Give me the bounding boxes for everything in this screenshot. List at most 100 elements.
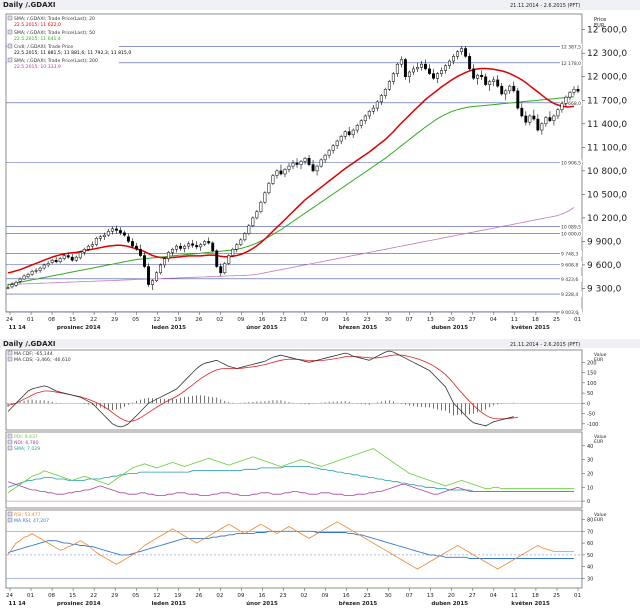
x-tick-label: 18 xyxy=(532,593,539,599)
sma200-line xyxy=(7,207,575,285)
header-bar xyxy=(0,0,640,10)
y-tick-label: 50 xyxy=(587,391,593,397)
candle xyxy=(311,164,315,172)
candle xyxy=(307,158,311,165)
candle xyxy=(159,264,162,274)
level-label-bg xyxy=(560,43,582,50)
candle xyxy=(42,264,46,269)
y-tick-label: 10 200,0 xyxy=(587,214,627,224)
y-tick-label: 40 xyxy=(587,565,593,571)
candle xyxy=(90,244,94,247)
candle xyxy=(263,192,267,203)
level-label: 9 608,8 xyxy=(561,262,578,268)
y-tick-label: 9 900,0 xyxy=(587,237,622,247)
x-tick-label: 01 xyxy=(27,593,34,599)
x-tick-label: 20 xyxy=(448,317,455,323)
legend-label: PDI; 9,437 xyxy=(14,434,38,440)
y-tick-label: 70 xyxy=(587,529,593,535)
x-tick-label: 12 xyxy=(153,317,160,323)
x-tick-label: 09 xyxy=(322,317,329,323)
legend-label: SMA; /.GDAXI; Trade Price(Last); 200 xyxy=(14,58,98,64)
candle xyxy=(472,68,476,79)
candle xyxy=(516,90,520,109)
macd-panel xyxy=(5,349,583,431)
candle xyxy=(532,115,536,120)
candle xyxy=(235,244,239,250)
legend-label: MA.RSI; 47,207 xyxy=(14,518,49,524)
y-tick-label: 0 xyxy=(587,499,590,505)
x-tick-label: 07 xyxy=(406,593,413,599)
candle xyxy=(134,245,138,250)
x-tick-label: 24 xyxy=(6,593,13,599)
candle xyxy=(147,266,150,285)
y-tick-label: 9 300,0 xyxy=(587,284,622,294)
candle xyxy=(299,161,303,165)
level-label: 12 387,5 xyxy=(561,44,581,50)
candle xyxy=(175,245,179,250)
x-tick-label: 01 xyxy=(27,317,34,323)
candle xyxy=(267,183,271,194)
candle xyxy=(179,245,183,249)
x-tick-label: 16 xyxy=(258,317,265,323)
legend-icon xyxy=(7,29,13,35)
candle xyxy=(46,263,50,266)
candle xyxy=(484,76,488,85)
legend-value: 22.5.2015; 11 881,5; 11 881,6; 11 792,3;… xyxy=(14,50,131,56)
x-tick-label: 23 xyxy=(279,593,286,599)
x-tick-label: 09 xyxy=(322,593,329,599)
candle xyxy=(564,96,568,104)
candle xyxy=(339,136,343,142)
candle xyxy=(556,109,560,117)
candle xyxy=(315,165,319,172)
x-tick-label: 23 xyxy=(364,317,371,323)
month-label: duben 2015 xyxy=(431,601,468,607)
candle xyxy=(464,48,468,57)
legend-label: SMA; /.GDAXI; Trade Price(Last); 20 xyxy=(14,16,95,22)
lower-date-range: 21.11.2014 - 2.6.2015 (PFT) xyxy=(510,342,580,348)
candle xyxy=(155,272,158,281)
candle xyxy=(251,217,255,226)
axis-unit: Value xyxy=(594,434,607,440)
candle xyxy=(387,81,391,90)
x-tick-label: 25 xyxy=(553,593,560,599)
candle xyxy=(255,211,259,219)
x-tick-label: 30 xyxy=(385,593,392,599)
candle xyxy=(540,123,544,131)
level-label-bg xyxy=(560,59,582,66)
level-label-bg xyxy=(560,159,582,166)
x-tick-label: 09 xyxy=(237,593,244,599)
candle xyxy=(58,258,62,263)
candle xyxy=(303,158,307,162)
candle xyxy=(440,70,443,74)
candle xyxy=(163,258,167,266)
level-label: 9 748,3 xyxy=(561,251,578,257)
candle xyxy=(428,68,431,74)
candle xyxy=(34,270,38,272)
candle xyxy=(520,107,524,117)
axis-unit: EUR xyxy=(594,23,605,29)
candle xyxy=(114,228,118,231)
candle xyxy=(118,230,122,234)
x-tick-label: 02 xyxy=(216,317,223,323)
candle xyxy=(291,162,295,167)
candle xyxy=(14,281,18,286)
legend-icon xyxy=(7,350,13,356)
month-label: prosinec 2014 xyxy=(57,325,101,331)
candle xyxy=(436,73,439,79)
candle xyxy=(223,263,227,274)
x-tick-label: 16 xyxy=(343,317,350,323)
ndi-line xyxy=(7,481,574,497)
candle xyxy=(383,89,387,96)
level-label-bg xyxy=(560,308,582,315)
x-tick-label: 02 xyxy=(216,593,223,599)
candle xyxy=(122,232,126,236)
legend-icon xyxy=(7,517,13,523)
candle xyxy=(371,107,375,112)
axis-unit: EUR xyxy=(594,439,603,445)
legend-label: MA.CDF; -65,144 xyxy=(14,351,53,357)
macd-signal-line xyxy=(7,354,518,422)
x-tick-label: 29 xyxy=(111,317,118,323)
legend-label: SMA; 7,029 xyxy=(14,446,40,452)
